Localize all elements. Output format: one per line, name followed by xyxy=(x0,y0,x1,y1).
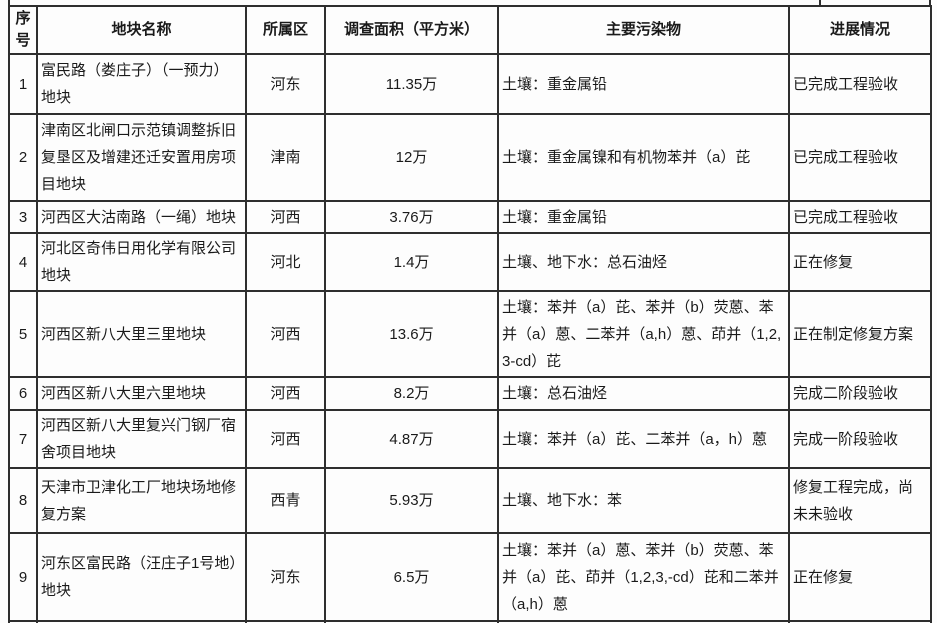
cell-name: 天津市卫津化工厂地块场地修复方案 xyxy=(36,467,247,534)
border-fragment xyxy=(8,0,10,5)
cell-area: 1.4万 xyxy=(324,232,499,292)
table-row: 2 津南区北闸口示范镇调整拆旧复垦区及增建还迁安置用房项目地块 津南 12万 土壤：重金… xyxy=(8,113,932,202)
cell-district: 河东 xyxy=(245,532,326,622)
column-header-index: 序号 xyxy=(8,5,38,55)
column-header-name: 地块名称 xyxy=(36,5,247,55)
cell-index: 7 xyxy=(8,409,38,469)
cell-index: 4 xyxy=(8,232,38,292)
table-row: 3 河西区大沽南路（一绳）地块 河西 3.76万 土壤：重金属铅 已完成工程验收 xyxy=(8,200,932,234)
cell-area: 4.87万 xyxy=(324,409,499,469)
cell-district: 河东 xyxy=(245,53,326,115)
cell-area: 6.5万 xyxy=(324,532,499,622)
cell-district: 河北 xyxy=(245,620,326,623)
column-header-progress: 进展情况 xyxy=(788,5,932,55)
table-header: 序号 地块名称 所属区 调查面积（平方米） 主要污染物 进展情况 xyxy=(8,5,932,55)
cell-pollutants: 地下水：氯苯 xyxy=(497,620,790,623)
cell-progress: 已完成工程验收 xyxy=(788,113,932,202)
table-row: 5 河西区新八大里三里地块 河西 13.6万 土壤：苯并（a）芘、苯并（b）荧蒽、苯并（… xyxy=(8,290,932,378)
cell-index: 5 xyxy=(8,290,38,378)
cell-pollutants: 土壤：苯并（a）蒽、苯并（b）荧蒽、苯并（a）芘、茚并（1,2,3,-cd）芘和… xyxy=(497,532,790,622)
cell-index: 9 xyxy=(8,532,38,622)
cell-index: 1 xyxy=(8,53,38,115)
cell-progress: 正在修复 xyxy=(788,532,932,622)
table-row: 9 河东区富民路（汪庄子1号地）地块 河东 6.5万 土壤：苯并（a）蒽、苯并（b）荧蒽… xyxy=(8,532,932,622)
table-row: 6 河西区新八大里六里地块 河西 8.2万 土壤：总石油烃 完成二阶段验收 xyxy=(8,376,932,411)
cell-name: 河东区富民路（汪庄子1号地）地块 xyxy=(36,532,247,622)
table-row: 8 天津市卫津化工厂地块场地修复方案 西青 5.93万 土壤、地下水：苯 修复工程完成，尚… xyxy=(8,467,932,534)
cell-index: 8 xyxy=(8,467,38,534)
border-fragment xyxy=(819,0,821,5)
cell-district: 西青 xyxy=(245,467,326,534)
cell-name: 河西区大沽南路（一绳）地块 xyxy=(36,200,247,234)
cell-district: 河北 xyxy=(245,232,326,292)
cell-area: 11.35万 xyxy=(324,53,499,115)
cell-progress: 完成二阶段验收 xyxy=(788,376,932,411)
cell-name: 河西区新八大里六里地块 xyxy=(36,376,247,411)
cell-index: 6 xyxy=(8,376,38,411)
cell-area: 8.34万 xyxy=(324,620,499,623)
cell-pollutants: 土壤：重金属铅 xyxy=(497,53,790,115)
cell-pollutants: 土壤：重金属镍和有机物苯并（a）芘 xyxy=(497,113,790,202)
cell-progress: 正在修复 xyxy=(788,620,932,623)
cell-area: 8.2万 xyxy=(324,376,499,411)
cell-progress: 已完成工程验收 xyxy=(788,53,932,115)
cell-pollutants: 土壤：总石油烃 xyxy=(497,376,790,411)
cell-name: 河北区奇伟日用化学有限公司地块 xyxy=(36,232,247,292)
header-row: 序号 地块名称 所属区 调查面积（平方米） 主要污染物 进展情况 xyxy=(8,5,932,55)
cell-area: 3.76万 xyxy=(324,200,499,234)
cell-area: 5.93万 xyxy=(324,467,499,534)
cell-progress: 完成一阶段验收 xyxy=(788,409,932,469)
cell-name: 富民路（娄庄子）（一预力）地块 xyxy=(36,53,247,115)
cell-name: 河西区新八大里复兴门钢厂宿舍项目地块 xyxy=(36,409,247,469)
column-header-area: 调查面积（平方米） xyxy=(324,5,499,55)
cell-progress: 正在修复 xyxy=(788,232,932,292)
cell-progress: 修复工程完成，尚未未验收 xyxy=(788,467,932,534)
table-row: 7 河西区新八大里复兴门钢厂宿舍项目地块 河西 4.87万 土壤：苯并（a）芘、二苯并（… xyxy=(8,409,932,469)
cell-district: 河西 xyxy=(245,290,326,378)
cell-index: 10 xyxy=(8,620,38,623)
column-header-pollutants: 主要污染物 xyxy=(497,5,790,55)
border-fragment xyxy=(929,0,931,5)
cell-district: 河西 xyxy=(245,409,326,469)
table-top-edge-fragment xyxy=(0,0,937,5)
column-header-district: 所属区 xyxy=(245,5,326,55)
cell-area: 13.6万 xyxy=(324,290,499,378)
cell-progress: 已完成工程验收 xyxy=(788,200,932,234)
cell-pollutants: 土壤：苯并（a）芘、苯并（b）荧蒽、苯并（a）蒽、二苯并（a,h）蒽、茚并（1,… xyxy=(497,290,790,378)
cell-area: 12万 xyxy=(324,113,499,202)
cell-index: 3 xyxy=(8,200,38,234)
cell-district: 河西 xyxy=(245,200,326,234)
cell-progress: 正在制定修复方案 xyxy=(788,290,932,378)
contaminated-parcels-table: 序号 地块名称 所属区 调查面积（平方米） 主要污染物 进展情况 1 富民路（娄庄子）（一预… xyxy=(8,5,932,623)
cell-index: 2 xyxy=(8,113,38,202)
cell-district: 河西 xyxy=(245,376,326,411)
cell-pollutants: 土壤：重金属铅 xyxy=(497,200,790,234)
cell-pollutants: 土壤、地下水：总石油烃 xyxy=(497,232,790,292)
cell-name: 津南区北闸口示范镇调整拆旧复垦区及增建还迁安置用房项目地块 xyxy=(36,113,247,202)
cell-pollutants: 土壤、地下水：苯 xyxy=(497,467,790,534)
cell-name: 河西区新八大里三里地块 xyxy=(36,290,247,378)
cell-pollutants: 土壤：苯并（a）芘、二苯并（a，h）蒽 xyxy=(497,409,790,469)
cell-district: 津南 xyxy=(245,113,326,202)
table-row: 10河北区小王庄（席厂）地块河北8.34万地下水：氯苯正在修复 xyxy=(8,620,932,623)
table-row: 1 富民路（娄庄子）（一预力）地块 河东 11.35万 土壤：重金属铅 已完成工程验收 xyxy=(8,53,932,115)
cell-name: 河北区小王庄（席厂）地块 xyxy=(36,620,247,623)
table-body: 1 富民路（娄庄子）（一预力）地块 河东 11.35万 土壤：重金属铅 已完成工程验收 2 津… xyxy=(8,53,932,623)
table-row: 4 河北区奇伟日用化学有限公司地块 河北 1.4万 土壤、地下水：总石油烃 正在修复 xyxy=(8,232,932,292)
